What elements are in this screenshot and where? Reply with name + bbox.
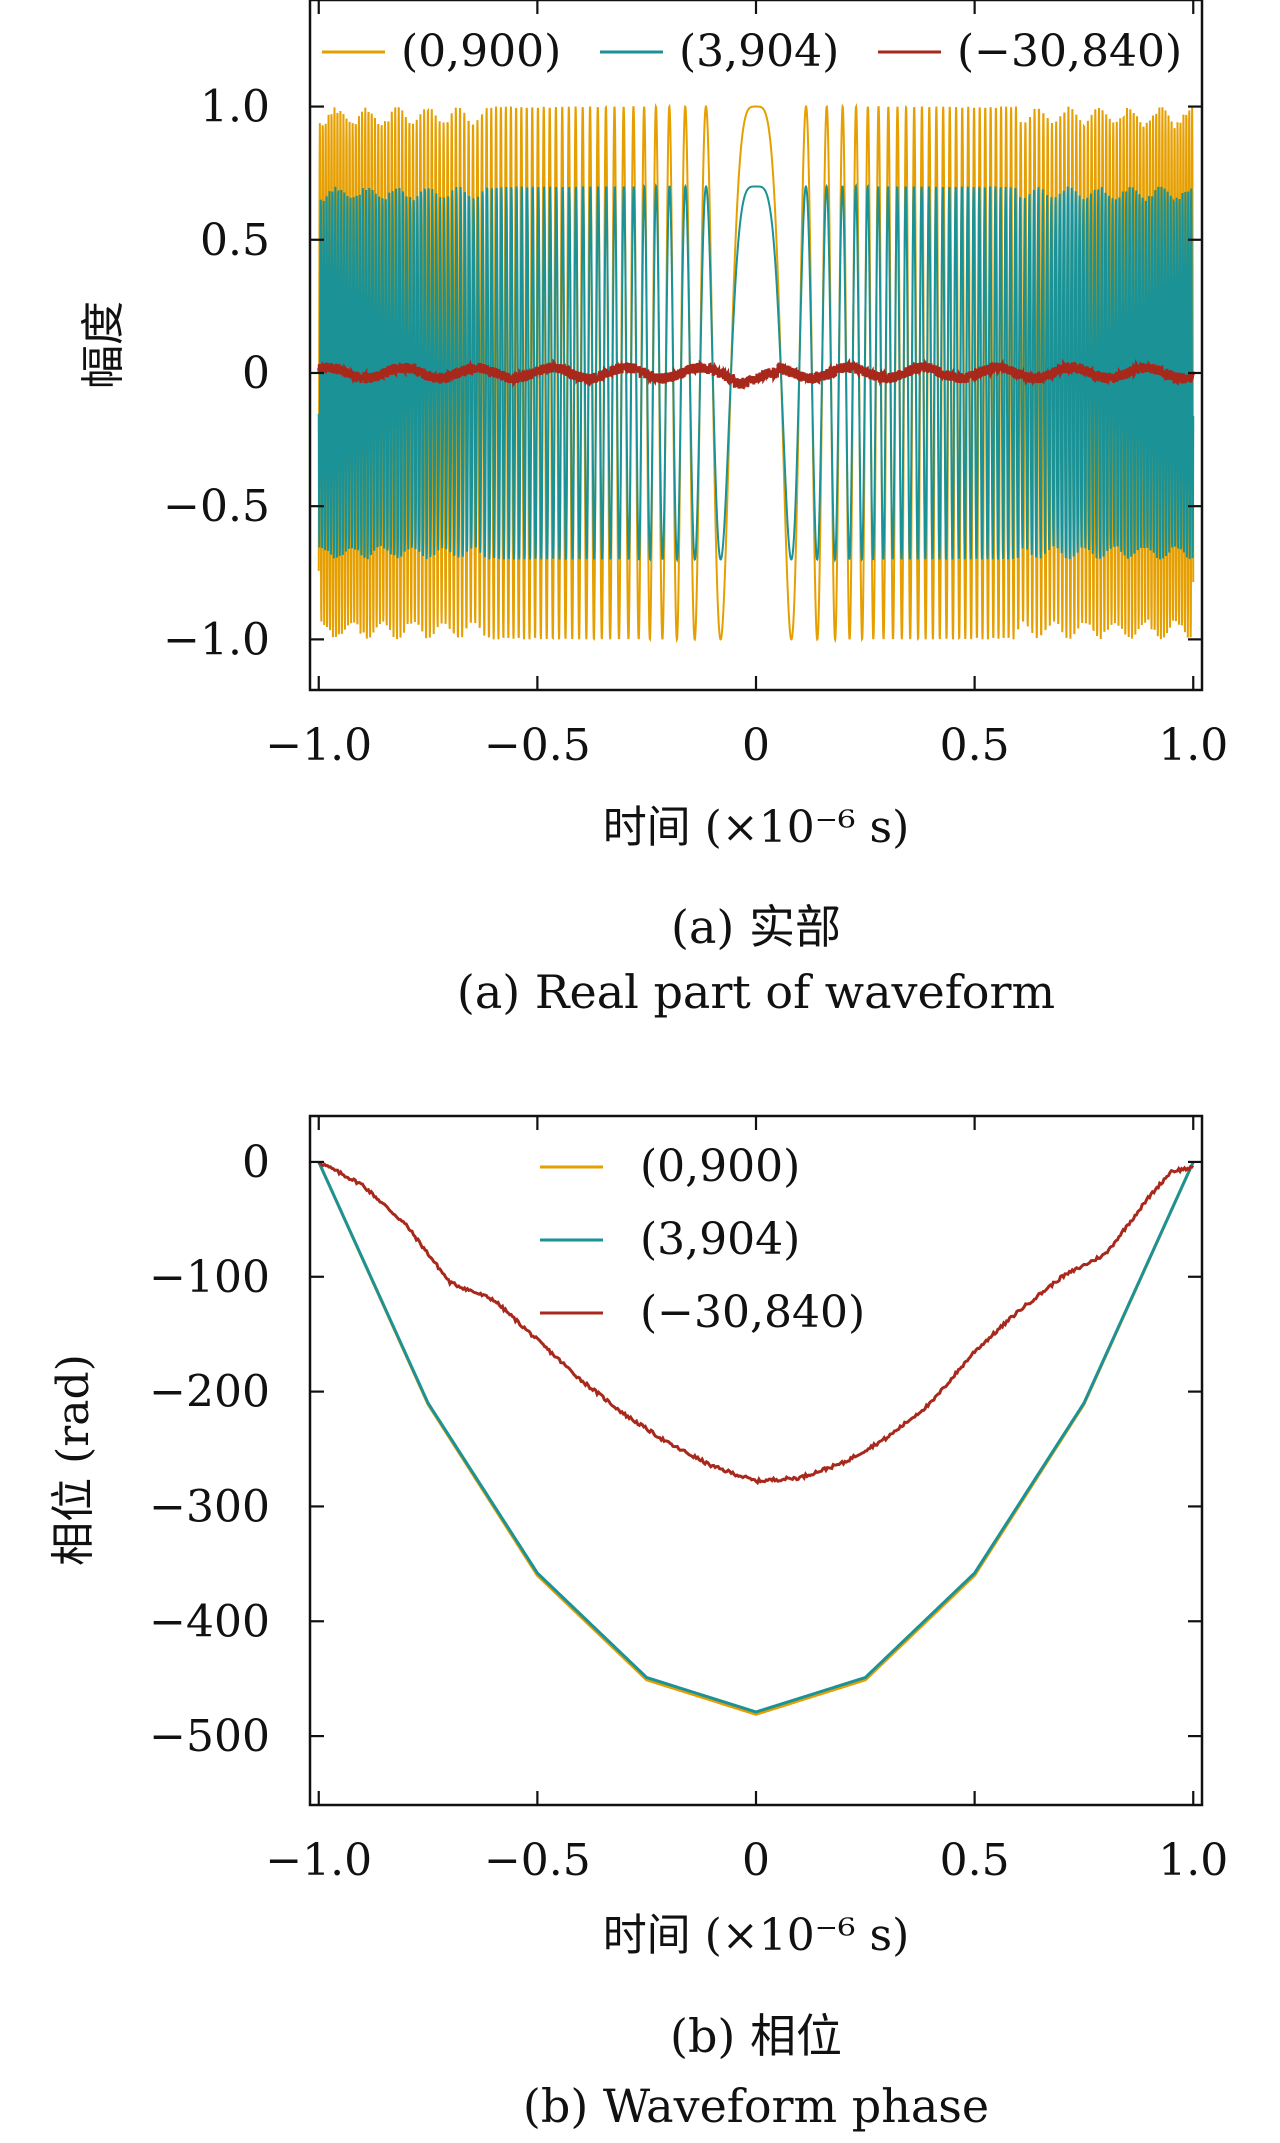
caption-en-real: (a) Real part of waveform	[457, 965, 1055, 1019]
x-tick-label: −0.5	[484, 1835, 591, 1886]
y-tick-label: 1.0	[200, 82, 270, 133]
plot-area-real	[317, 102, 1195, 644]
x-tick-label: 0.5	[940, 1835, 1010, 1886]
panel-real-part: −1.0 −0.5 0 0.5 1.0 1.0 0.5 0 −0.5 −1.0 (0,900) (…	[78, 0, 1228, 1019]
legend-label-s1: (0,900)	[401, 26, 561, 77]
y-tick-label: −400	[149, 1596, 270, 1647]
series-line-2	[317, 183, 1195, 563]
y-axis-label-real: 幅度	[78, 301, 129, 389]
series-line-2	[317, 1161, 1195, 1714]
legend-label-s2: (3,904)	[679, 26, 839, 77]
y-tick-label: −300	[149, 1481, 270, 1532]
y-tick-label: −100	[149, 1252, 270, 1303]
ticks-phase: −1.0 −0.5 0 0.5 1.0 0 −100 −200 −300 −400 −500	[149, 1116, 1228, 1886]
caption-en-phase: (b) Waveform phase	[523, 2079, 989, 2133]
x-tick-label: −1.0	[265, 1835, 372, 1886]
series-line-1	[317, 102, 1195, 644]
y-tick-label: −500	[149, 1711, 270, 1762]
x-axis-label-phase: 时间 (×10⁻⁶ s)	[603, 1910, 910, 1961]
legend-label-s2: (3,904)	[640, 1214, 800, 1265]
x-tick-label: −0.5	[484, 720, 591, 771]
x-tick-label: 0	[742, 720, 770, 771]
x-tick-label: 1.0	[1158, 1835, 1228, 1886]
plot-area-phase	[317, 1160, 1195, 1716]
legend-label-s3: (−30,840)	[640, 1287, 865, 1338]
x-tick-label: 1.0	[1158, 720, 1228, 771]
x-tick-label: 0	[742, 1835, 770, 1886]
legend-label-s1: (0,900)	[640, 1141, 800, 1192]
caption-cn-real: (a) 实部	[671, 900, 841, 954]
legend-phase: (0,900) (3,904) (−30,840)	[540, 1141, 865, 1338]
y-tick-label: −200	[149, 1367, 270, 1418]
series-line-3	[317, 357, 1195, 390]
y-axis-label-phase: 相位 (rad)	[48, 1354, 99, 1566]
y-tick-label: 0.5	[200, 215, 270, 266]
series-line-3	[317, 1160, 1195, 1486]
x-tick-label: −1.0	[265, 720, 372, 771]
y-tick-label: −0.5	[163, 481, 270, 532]
y-tick-label: 0	[242, 1137, 270, 1188]
x-axis-label-real: 时间 (×10⁻⁶ s)	[603, 802, 910, 853]
x-tick-label: 0.5	[940, 720, 1010, 771]
caption-cn-phase: (b) 相位	[670, 2009, 842, 2063]
ticks-real: −1.0 −0.5 0 0.5 1.0 1.0 0.5 0 −0.5 −1.0	[163, 0, 1228, 771]
panel-phase: −1.0 −0.5 0 0.5 1.0 0 −100 −200 −300 −400 −500 (0,…	[48, 1114, 1228, 2133]
y-tick-label: 0	[242, 348, 270, 399]
y-tick-label: −1.0	[163, 614, 270, 665]
legend-label-s3: (−30,840)	[957, 26, 1182, 77]
legend-real: (0,900) (3,904) (−30,840)	[322, 26, 1182, 77]
